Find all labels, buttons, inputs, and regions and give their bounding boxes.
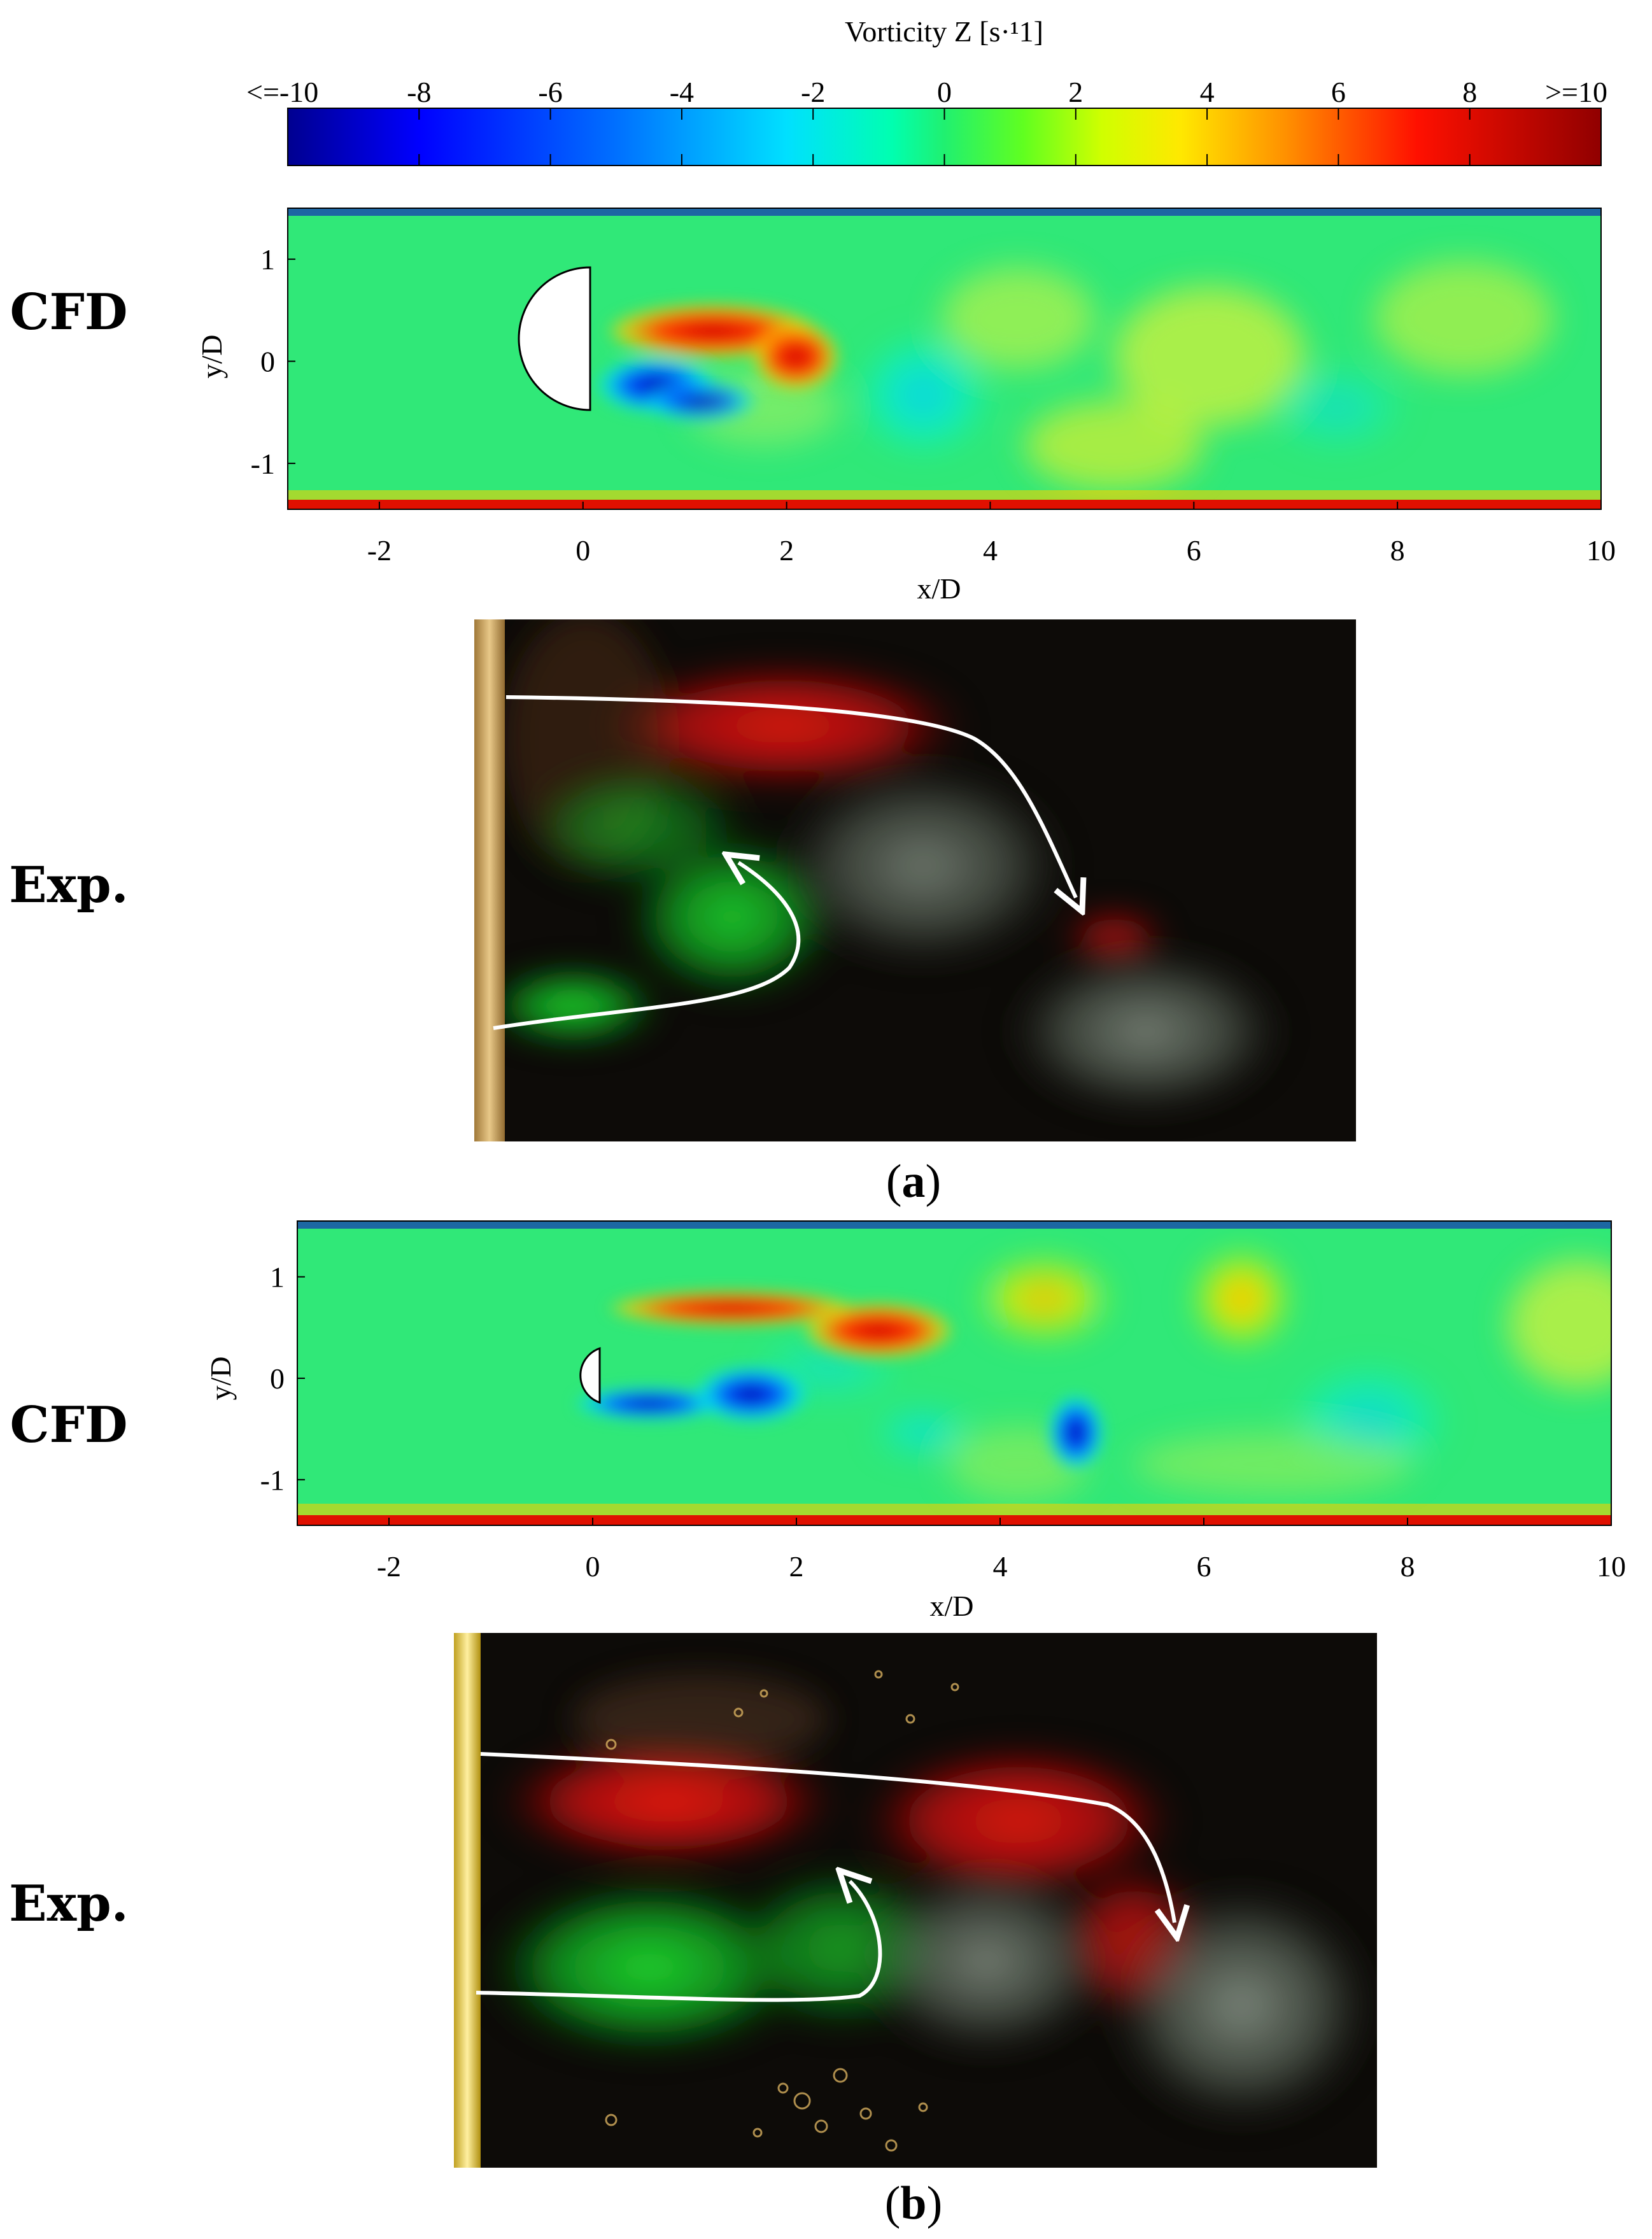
x-tick-label: 2 — [789, 1550, 804, 1583]
panel-a-x-label: x/D — [917, 572, 961, 605]
colorbar-tick-label: -4 — [670, 76, 694, 108]
x-tick-label: 8 — [1390, 534, 1405, 567]
panel-a-y-label: y/D — [195, 335, 228, 379]
colorbar-tick-label: >=10 — [1545, 76, 1607, 108]
panel-b-vorticity-field — [297, 1221, 1611, 1525]
panel-a-red-streak-arrow — [505, 695, 1076, 898]
panel-a-body — [518, 266, 591, 411]
colorbar-tick-label: 8 — [1462, 76, 1477, 108]
panel-b-caption: (b) — [885, 2177, 942, 2229]
panel-a-green-streak-arrow — [493, 863, 801, 1030]
y-tick-label: 1 — [260, 243, 275, 276]
panel-b-exp-label: Exp. — [9, 1875, 129, 1933]
panel-a-cfd: CFD - — [10, 208, 1616, 605]
x-tick-label: 2 — [779, 534, 794, 567]
colorbar-tick-label: <=-10 — [246, 76, 318, 108]
panel-b-exp: Exp. — [9, 1633, 1377, 2168]
colorbar-tick-label: 6 — [1331, 76, 1346, 108]
panel-a-cfd-label: CFD — [10, 283, 127, 341]
y-tick-label: 0 — [270, 1362, 285, 1395]
x-tick-label: 10 — [1586, 534, 1616, 567]
panel-a-exp: Exp. — [9, 619, 1356, 1141]
x-tick-label: 4 — [983, 534, 998, 567]
y-tick-label: 0 — [260, 346, 275, 378]
colorbar-ticks: <=-10 -8 -6 -4 -2 0 2 4 6 8 >=10 — [246, 76, 1607, 166]
x-tick-label: 6 — [1197, 1550, 1211, 1583]
x-tick-label: -2 — [367, 534, 392, 567]
panel-b-x-label: x/D — [930, 1590, 974, 1622]
x-tick-label: 10 — [1597, 1550, 1626, 1583]
colorbar-tick-label: -2 — [801, 76, 825, 108]
x-tick-label: 6 — [1187, 534, 1201, 567]
colorbar-tick-label: 2 — [1068, 76, 1083, 108]
y-tick-label: 1 — [270, 1261, 285, 1294]
panel-b-photo — [454, 1633, 1377, 2168]
colorbar-tick-label: -8 — [407, 76, 431, 108]
x-tick-label: 0 — [586, 1550, 600, 1583]
panel-b-y-label: y/D — [204, 1357, 237, 1401]
x-tick-label: -2 — [377, 1550, 401, 1583]
colorbar-title: Vorticity Z [s·¹1] — [845, 15, 1043, 48]
colorbar-tick-label: 0 — [937, 76, 952, 108]
x-tick-label: 0 — [575, 534, 590, 567]
panel-b-cfd: CFD — [10, 1220, 1626, 1622]
y-tick-label: -1 — [251, 448, 275, 480]
panel-b-cfd-label: CFD — [10, 1396, 127, 1454]
panel-a-vorticity-field — [288, 208, 1601, 509]
colorbar-tick-label: 4 — [1200, 76, 1215, 108]
panel-a-exp-label: Exp. — [9, 856, 129, 914]
colorbar-tick-label: -6 — [538, 76, 562, 108]
panel-a-caption: (a) — [886, 1155, 941, 1208]
x-tick-label: 8 — [1401, 1550, 1415, 1583]
x-tick-label: 4 — [993, 1550, 1008, 1583]
panel-a-photo — [474, 619, 1356, 1141]
y-tick-label: -1 — [260, 1464, 285, 1496]
panel-b-green-streak-arrow — [476, 1881, 882, 2002]
panel-b-body — [579, 1346, 601, 1404]
colorbar: Vorticity Z [s·¹1] <=-10 -8 -6 -4 -2 0 2 4 6 8 >=1… — [246, 15, 1607, 166]
panel-b-red-streak-arrow — [480, 1752, 1175, 1923]
